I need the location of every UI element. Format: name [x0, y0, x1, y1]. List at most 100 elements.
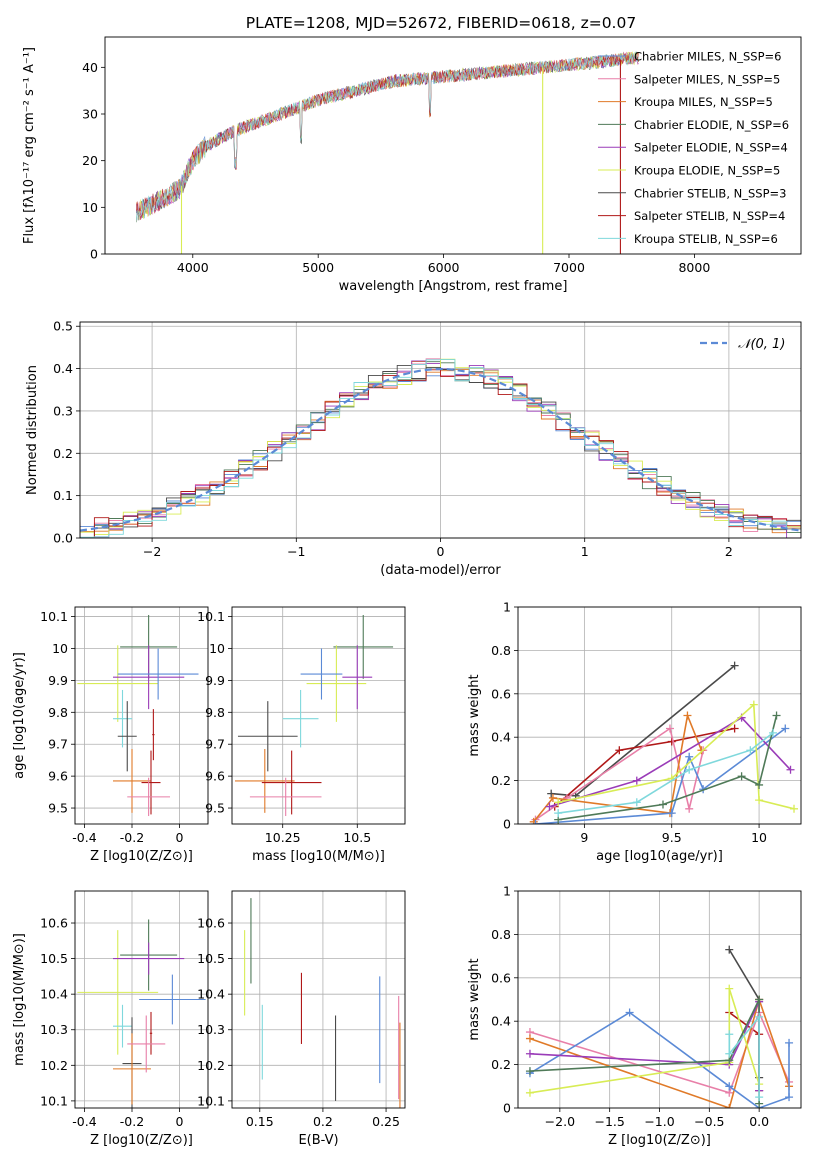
residuals-ytick-label-3: 0.3: [53, 403, 73, 418]
mass_vs_Z-plot-area: [77, 919, 206, 1108]
weight_vs_age-marker-chabrier_miles-2: [685, 752, 694, 761]
weight_vs_Z-marker-chabrier_stelib-0: [725, 945, 734, 954]
legend-label-kroupa_miles: Kroupa MILES, N_SSP=5: [634, 95, 773, 109]
weight_vs_age-marker-kroupa_stelib-4: [769, 728, 778, 737]
spectrum-line-kroupa_stelib: [136, 51, 639, 221]
weight_vs_age-plot-area: [529, 661, 799, 824]
weight_vs_Z-marker-salpeter_elodie-0: [525, 1049, 534, 1058]
age_vs_Z-xtick-label-2: 0: [176, 830, 184, 845]
weight_vs_Z-ytick-label-1: 0.2: [491, 1057, 511, 1072]
mass_vs_ebv-xtick-label-0: 0.15: [246, 1114, 274, 1129]
weight_vs_age-marker-kroupa_elodie-0: [554, 798, 563, 807]
weight_vs_Z-marker-kroupa_elodie-0: [525, 1088, 534, 1097]
age_vs_Z-ytick-label-6: 10.1: [40, 609, 68, 624]
spectrum-ytick-label-1: 10: [82, 200, 98, 215]
mass_vs_ebv-ytick-label-4: 10.5: [197, 951, 225, 966]
weight_vs_age-marker-kroupa_elodie-4: [790, 804, 799, 813]
age_vs_mass-ytick-label-4: 9.9: [205, 673, 225, 688]
age_vs_mass-ytick-label-3: 9.8: [205, 705, 225, 720]
weight_vs_age-ytick-label-1: 0.2: [491, 773, 511, 788]
age_vs_mass-xtick-label-1: 10.5: [343, 830, 371, 845]
mass_vs_Z-ytick-label-3: 10.4: [40, 987, 68, 1002]
weight_vs_age-marker-kroupa_elodie-2: [749, 700, 758, 709]
residuals-ytick-label-4: 0.4: [53, 361, 73, 376]
mass_vs_ebv-frame: [231, 890, 406, 1109]
weight_vs_age-marker-chabrier_stelib-2: [730, 661, 739, 670]
age_vs_Z-plot-area: [77, 614, 199, 817]
weight_vs_age-marker-salpeter_elodie-1: [632, 776, 641, 785]
spectrum-xlabel: wavelength [Angstrom, rest frame]: [339, 279, 568, 294]
residuals-xtick-label-1: −1: [287, 544, 305, 559]
age_vs_Z-ylabel: age [log10(age/yr)]: [12, 652, 27, 779]
weight_vs_Z-marker-chabrier_miles-1: [625, 1008, 634, 1017]
mass_vs_Z-ytick-label-1: 10.2: [40, 1058, 68, 1073]
weight_vs_Z-xtick-label-1: −1.5: [594, 1114, 624, 1129]
weight_vs_age-marker-chabrier_miles-0: [531, 820, 540, 824]
weight_vs_Z-ytick-label-4: 0.8: [491, 927, 511, 942]
weight_vs_Z-plot-area: [525, 945, 794, 1108]
weight_vs_age-xtick-label-2: 10: [751, 830, 767, 845]
weight_vs_Z-ylabel: mass weight: [467, 958, 482, 1040]
weight_vs_age-ytick-label-3: 0.6: [491, 686, 511, 701]
weight_vs_Z-xtick-label-3: −0.5: [694, 1114, 724, 1129]
weight_vs_Z-ytick-label-0: 0: [503, 1101, 511, 1116]
mass_vs_Z-xtick-label-0: -0.4: [72, 1114, 96, 1129]
weight_vs_age-ytick-label-4: 0.8: [491, 643, 511, 658]
weight_vs_age-marker-kroupa_miles-1: [548, 793, 557, 802]
age_vs_mass-plot-area: [234, 614, 394, 817]
mass_vs_ebv-plot-area: [244, 898, 401, 1108]
mass_vs_ebv-ytick-label-0: 10.1: [197, 1093, 225, 1108]
weight_vs_Z-marker-chabrier_elodie-0: [525, 1067, 534, 1076]
weight_vs_age-ytick-label-2: 0.4: [491, 730, 511, 745]
weight_vs_Z-xtick-label-2: −1.0: [644, 1114, 674, 1129]
age_vs_mass-ytick-label-6: 10.1: [197, 609, 225, 624]
weight_vs_age-xlabel: age [log10(age/yr)]: [596, 849, 723, 864]
weight_vs_Z-marker-kroupa_elodie-2: [725, 984, 734, 993]
residuals-xtick-label-0: −2: [143, 544, 161, 559]
mass_vs_Z-ytick-label-5: 10.6: [40, 916, 68, 931]
residuals-xlabel: (data-model)/error: [380, 563, 501, 578]
age_vs_Z-xtick-label-1: -0.2: [120, 830, 144, 845]
weight_vs_age-frame: [517, 606, 802, 825]
age_vs_mass-ytick-label-5: 10: [209, 641, 225, 656]
age_vs_Z-ytick-label-3: 9.8: [48, 705, 68, 720]
mass_vs_Z-ytick-label-4: 10.5: [40, 951, 68, 966]
legend-label-chabrier_elodie: Chabrier ELODIE, N_SSP=6: [634, 118, 789, 132]
residuals-ytick-label-1: 0.1: [53, 488, 73, 503]
weight_vs_age-marker-salpeter_miles-2: [665, 724, 674, 733]
mass_vs_ebv-ytick-label-2: 10.3: [197, 1022, 225, 1037]
spectrum-xtick-label-0: 4000: [177, 260, 209, 275]
weight_vs_Z-xlabel: Z [log10(Z/Z⊙)]: [608, 1133, 711, 1148]
mass_vs_ebv-ytick-label-3: 10.4: [197, 987, 225, 1002]
weight_vs_age-marker-kroupa_elodie-3: [755, 796, 764, 805]
spectrum-plot-area: [136, 51, 639, 254]
spectrum-xtick-label-1: 5000: [302, 260, 334, 275]
weight_vs_age-marker-chabrier_stelib-0: [547, 789, 556, 798]
residuals-xtick-label-2: 0: [437, 544, 445, 559]
weight_vs_age-marker-salpeter_miles-3: [685, 804, 694, 813]
age_vs_mass-xtick-label-0: 10.25: [265, 830, 301, 845]
weight_vs_age-ytick-label-0: 0: [503, 817, 511, 832]
spectrum-ytick-label-2: 20: [82, 153, 98, 168]
age_vs_Z-ytick-label-4: 9.9: [48, 673, 68, 688]
weight_vs_age-marker-salpeter_stelib-3: [730, 724, 739, 733]
spectrum-xtick-label-3: 7000: [553, 260, 585, 275]
legend-label-chabrier_miles: Chabrier MILES, N_SSP=6: [634, 50, 781, 64]
residuals-plot-area: [80, 358, 801, 538]
weight_vs_Z-ytick-label-3: 0.6: [491, 970, 511, 985]
mass_vs_Z-xtick-label-1: -0.2: [120, 1114, 144, 1129]
weight_vs_Z-ytick-label-5: 1: [503, 884, 511, 899]
weight_vs_age-marker-chabrier_elodie-4: [772, 711, 781, 720]
legend-label-kroupa_elodie: Kroupa ELODIE, N_SSP=5: [634, 164, 780, 178]
weight_vs_age-marker-chabrier_miles-1: [667, 809, 676, 818]
weight_vs_age-line-salpeter_elodie: [549, 716, 792, 808]
weight_vs_Z-xtick-label-4: 0.0: [749, 1114, 769, 1129]
spectrum-ylabel: Flux [fλ10⁻¹⁷ erg cm⁻² s⁻¹ A⁻¹]: [22, 47, 37, 244]
weight_vs_Z-marker-chabrier_elodie-2: [755, 995, 764, 1004]
residuals-xtick-label-4: 2: [725, 544, 733, 559]
weight_vs_Z-marker-kroupa_stelib-0: [725, 1030, 734, 1039]
weight_vs_age-marker-kroupa_miles-3: [683, 711, 692, 720]
weight_vs_age-ylabel: mass weight: [467, 674, 482, 756]
